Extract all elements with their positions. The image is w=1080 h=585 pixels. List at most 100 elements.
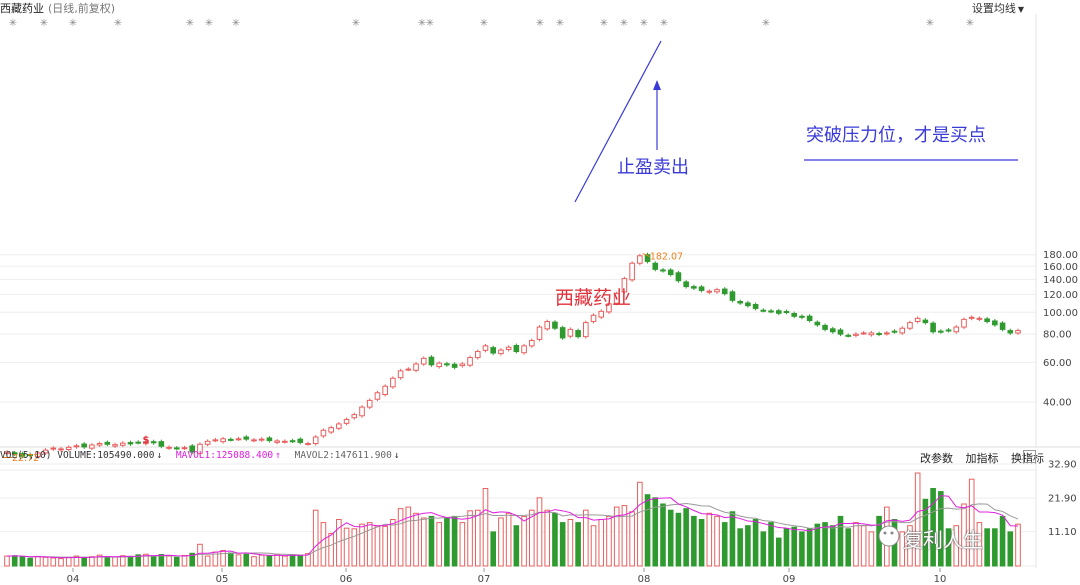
volume-bar: [428, 515, 435, 567]
volume-bar: [559, 522, 566, 567]
volume-bar: [860, 525, 867, 567]
volume-bar: [845, 528, 852, 567]
event-marker-icon: ✳: [418, 18, 426, 29]
volume-bar: [19, 556, 26, 567]
edit-params-button[interactable]: 改参数: [920, 452, 953, 465]
price-tick-label: 60.00: [1043, 358, 1072, 369]
high-marker-label: 182.07: [650, 252, 683, 263]
volume-bar: [27, 557, 33, 567]
candle: [860, 332, 867, 335]
candle: [783, 311, 790, 314]
volume-bar: [135, 554, 141, 567]
volume-bar: [760, 531, 767, 567]
volume-bar: [274, 553, 280, 567]
volume-bar: [606, 515, 612, 567]
mavol1-value: MAVOL1:125088.400: [175, 450, 274, 461]
event-marker-icon: ✳: [926, 18, 934, 29]
volume-bar: [266, 555, 273, 567]
volume-bar: [243, 553, 250, 567]
chart-header: 西藏药业 (日线,前复权): [0, 0, 115, 16]
candle: [799, 315, 805, 318]
candle: [104, 441, 111, 445]
volume-bar: [204, 555, 211, 567]
candle: [328, 427, 334, 433]
volume-bar: [305, 553, 311, 567]
volume-bar: [567, 519, 574, 567]
volume-bar: [451, 515, 458, 567]
volume-bar: [961, 503, 967, 567]
candle: [204, 440, 211, 445]
volume-bar: [258, 554, 265, 567]
close-indicator-button[interactable]: ×: [1023, 450, 1036, 463]
x-tick-label: 07: [478, 574, 491, 585]
arrow-down-icon: ↓: [393, 450, 400, 461]
candle: [791, 312, 797, 317]
candle: [235, 438, 242, 441]
volume-bar: [35, 555, 41, 567]
event-marker-icon: ✳: [114, 18, 122, 29]
volume-bar: [282, 555, 288, 567]
volume-bar: [907, 525, 913, 567]
candle: [513, 344, 520, 353]
volume-bar: [521, 515, 527, 567]
volume-bar: [945, 528, 952, 567]
volume-bar: [50, 557, 57, 567]
candle: [691, 286, 697, 289]
candle: [4, 451, 10, 455]
candle: [1015, 330, 1021, 334]
event-marker-icon: ✳: [536, 18, 544, 29]
volume-bar: [644, 494, 651, 567]
volume-bar: [968, 478, 975, 567]
candle: [613, 293, 620, 304]
trend-line: [574, 40, 662, 203]
candle: [945, 329, 952, 332]
price-tick-label: 120.00: [1043, 290, 1078, 301]
candle: [50, 447, 57, 450]
volume-bar: [127, 555, 134, 567]
candle: [35, 452, 41, 458]
candle: [436, 362, 442, 368]
candle: [474, 351, 481, 359]
ma-settings-label: 设置均线: [971, 2, 1016, 15]
candle: [914, 317, 921, 322]
volume-bar: [536, 497, 543, 567]
volume-bar: [814, 523, 821, 567]
volume-bar: [637, 481, 643, 567]
volume-bar: [899, 531, 906, 567]
volume-bar: [691, 515, 697, 567]
high-marker-line: [642, 253, 651, 258]
candle: [413, 363, 419, 371]
candle: [150, 441, 157, 444]
volume-bar: [976, 522, 983, 567]
volume-bar: [166, 555, 172, 567]
volume-bar: [737, 528, 743, 567]
candle: [745, 302, 751, 307]
candle: [289, 440, 296, 443]
candle: [451, 363, 458, 368]
candle: [768, 310, 774, 313]
candle: [629, 262, 635, 281]
stock-name: 西藏药业: [0, 2, 44, 15]
add-indicator-button[interactable]: 加指标: [965, 452, 999, 465]
volume-bar: [413, 512, 419, 567]
candle: [907, 322, 913, 329]
candle: [444, 363, 450, 366]
candle: [42, 449, 49, 454]
candle: [428, 356, 435, 366]
volume-bar: [220, 550, 226, 567]
volume-bar: [613, 506, 620, 567]
volume-bar: [197, 543, 203, 567]
volume-bar: [374, 525, 381, 567]
volume-bar: [837, 515, 844, 567]
volume-bar: [938, 491, 944, 567]
ma-settings-dropdown[interactable]: 设置均线 ▼: [972, 0, 1024, 16]
candle: [405, 368, 412, 371]
candle: [961, 318, 967, 328]
volume-bar: [706, 512, 713, 567]
x-tick-label: 09: [783, 574, 796, 585]
candle: [806, 315, 813, 321]
volume-bar: [228, 552, 234, 567]
candle: [775, 310, 782, 314]
event-marker-icon: ✳: [9, 18, 17, 29]
